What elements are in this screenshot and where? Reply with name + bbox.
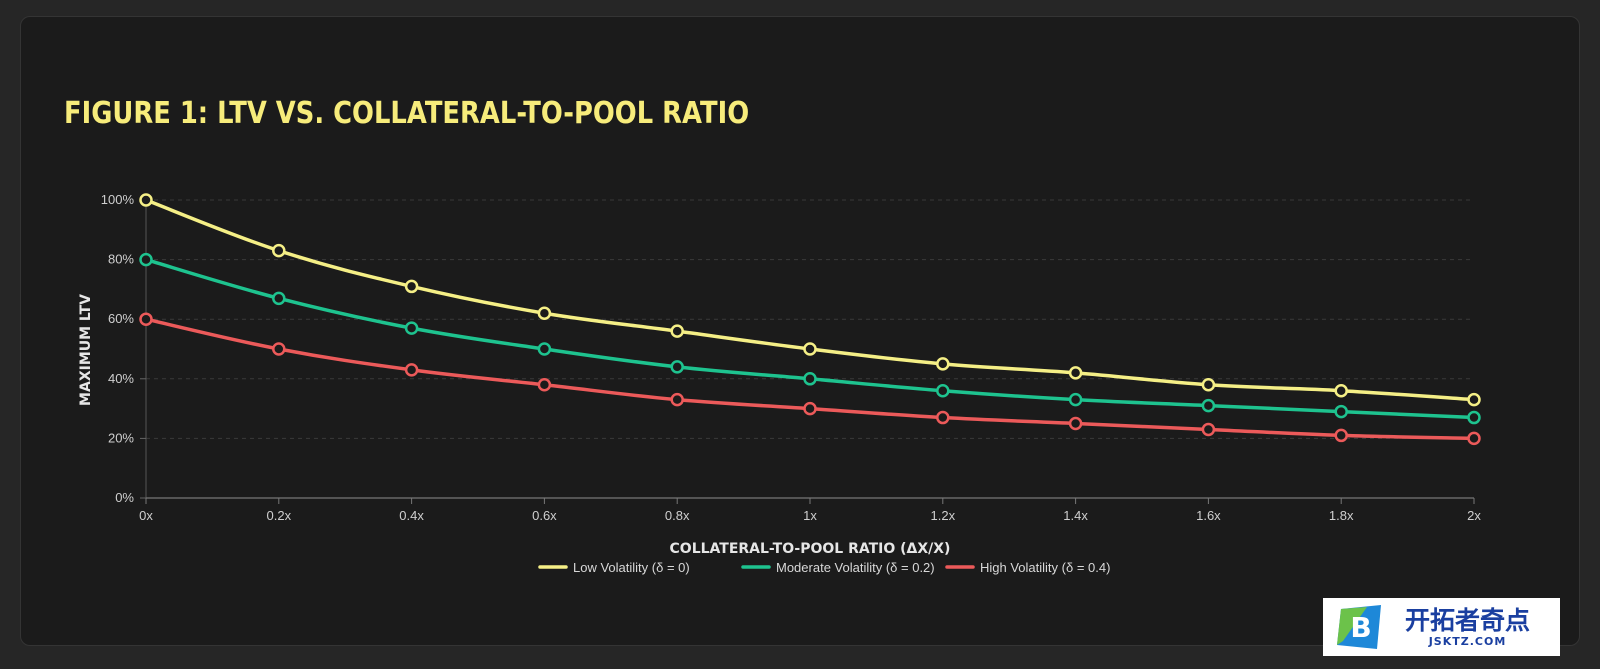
watermark-logo-icon: B xyxy=(1337,605,1381,649)
y-axis-ticks: 0% 20% 40% 60% 80% 100% xyxy=(101,192,146,505)
watermark-text: 开拓者奇点 JSKTZ.COM xyxy=(1405,605,1531,648)
data-point xyxy=(803,401,817,416)
data-point xyxy=(404,363,419,377)
data-point xyxy=(1334,428,1348,443)
y-tick-label: 40% xyxy=(108,371,134,386)
watermark-sub-text: JSKTZ.COM xyxy=(1428,634,1507,648)
x-tick-label: 1.2x xyxy=(931,508,956,523)
legend-label-0: Low Volatility (δ = 0) xyxy=(573,560,690,575)
y-tick-label: 80% xyxy=(108,252,134,267)
x-tick-label: 0.6x xyxy=(532,508,557,523)
data-point xyxy=(139,312,153,326)
data-point xyxy=(1467,410,1481,425)
data-point xyxy=(1334,383,1348,398)
x-tick-label: 0x xyxy=(139,508,153,523)
series-points xyxy=(139,193,1481,446)
watermark-logo-letter: B xyxy=(1350,611,1371,644)
data-point xyxy=(803,372,817,386)
chart-panel xyxy=(20,16,1580,646)
data-point xyxy=(1068,392,1083,407)
data-point xyxy=(1068,416,1083,431)
data-point xyxy=(139,252,153,267)
x-tick-label: 0.2x xyxy=(267,508,292,523)
x-tick-label: 1.4x xyxy=(1063,508,1088,523)
data-point xyxy=(803,342,817,356)
x-tick-label: 2x xyxy=(1467,508,1481,523)
data-point xyxy=(936,383,950,398)
x-tick-label: 1.8x xyxy=(1329,508,1354,523)
y-tick-label: 20% xyxy=(108,430,134,445)
series-line-1 xyxy=(144,257,1476,420)
x-tick-label: 1.6x xyxy=(1196,508,1221,523)
data-point xyxy=(1068,366,1083,380)
data-point xyxy=(139,193,153,207)
y-tick-label: 100% xyxy=(101,192,135,207)
data-point xyxy=(537,342,552,356)
watermark-main-text: 开拓者奇点 xyxy=(1405,605,1531,635)
data-point xyxy=(537,306,552,320)
legend-label-2: High Volatility (δ = 0.4) xyxy=(980,560,1110,575)
data-point xyxy=(936,410,950,425)
data-point xyxy=(936,357,950,371)
data-point xyxy=(1201,378,1216,392)
series-line-0 xyxy=(144,198,1476,402)
data-point xyxy=(670,360,684,374)
y-tick-label: 60% xyxy=(108,311,134,326)
x-tick-label: 0.4x xyxy=(399,508,424,523)
data-point xyxy=(670,324,684,338)
x-axis-ticks: 0x 0.2x 0.4x 0.6x 0.8x 1x 1.2x 1.4x 1.6x 1.8x 2x xyxy=(139,498,1481,523)
x-tick-label: 0.8x xyxy=(665,508,690,523)
data-point xyxy=(272,291,286,306)
chart-title: FIGURE 1: LTV VS. COLLATERAL-TO-POOL RAT… xyxy=(64,96,750,131)
data-point xyxy=(272,243,286,258)
data-point xyxy=(1467,392,1481,407)
y-tick-label: 0% xyxy=(115,490,134,505)
data-point xyxy=(1201,398,1216,413)
data-point xyxy=(404,279,419,294)
legend-label-1: Moderate Volatility (δ = 0.2) xyxy=(776,560,935,575)
data-point xyxy=(1201,422,1216,437)
watermark: B 开拓者奇点 JSKTZ.COM xyxy=(1323,598,1560,656)
data-point xyxy=(272,342,286,356)
y-axis-title: MAXIMUM LTV xyxy=(78,294,94,406)
x-tick-label: 1x xyxy=(803,508,817,523)
data-point xyxy=(404,321,419,335)
x-axis-title: COLLATERAL-TO-POOL RATIO (ΔX/X) xyxy=(670,541,951,557)
data-point xyxy=(1467,431,1481,446)
data-point xyxy=(1334,404,1348,419)
legend: Low Volatility (δ = 0) Moderate Volatilit… xyxy=(538,560,1110,575)
data-point xyxy=(537,378,552,392)
data-point xyxy=(670,392,684,407)
